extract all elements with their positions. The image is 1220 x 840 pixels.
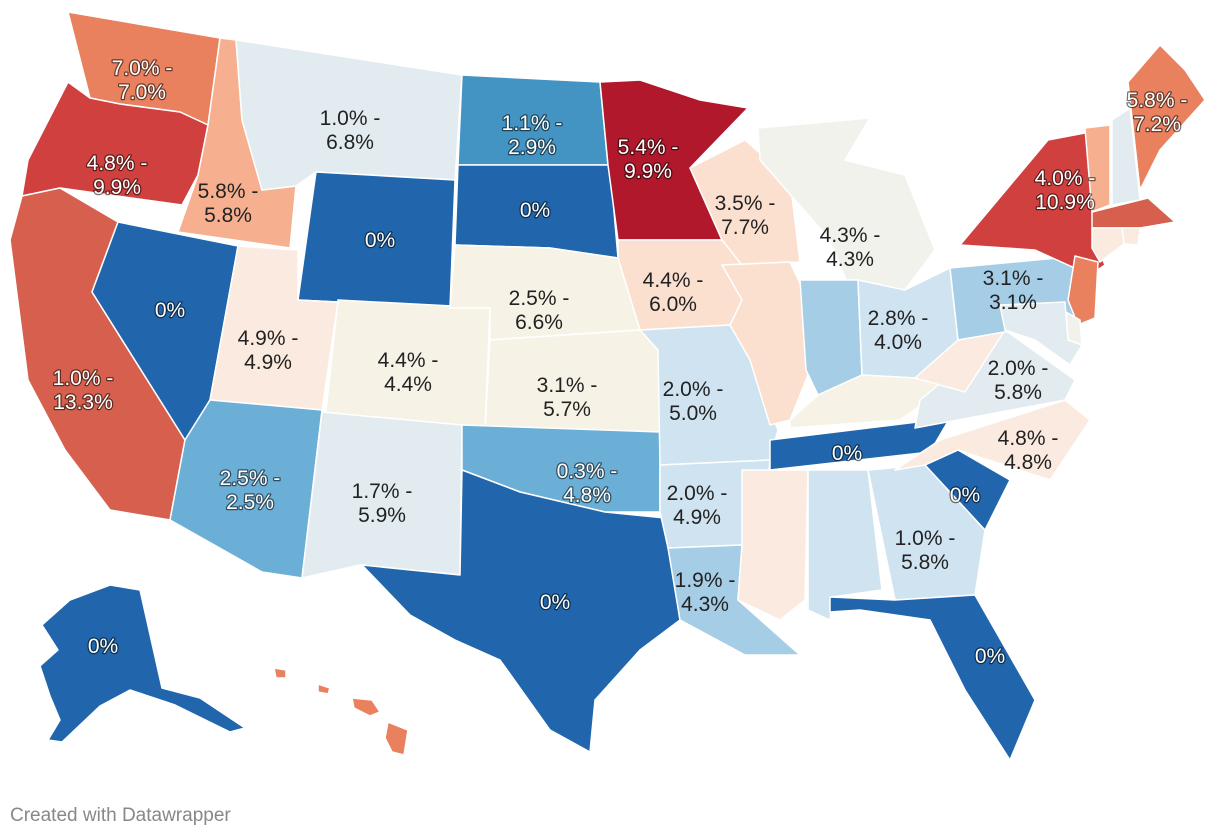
state-label-ak: 0% [88,635,118,658]
state-label-tx: 0% [540,591,570,614]
state-label-ks: 3.1% -5.7% [537,374,598,421]
state-ak [39,584,246,743]
state-label-ia: 4.4% -6.0% [643,269,704,316]
state-ms [737,469,809,621]
state-label-sc: 0% [950,484,980,507]
state-nc [894,399,1091,481]
state-ct [1091,227,1125,263]
state-label-va: 2.0% -5.8% [988,357,1049,404]
state-nj [1067,255,1099,326]
state-mi [757,117,936,291]
state-label-ar: 2.0% -4.9% [667,482,728,529]
state-label-oh: 2.8% -4.0% [868,307,929,354]
state-label-nd: 1.1% -2.9% [502,112,563,159]
state-label-wa: 7.0% -7.0% [112,57,173,104]
us-choropleth-map: 7.0% -7.0% 4.8% -9.9% 1.0% -13.3% 5.8% -5.8… [9,11,1206,761]
state-label-wy: 0% [365,229,395,252]
state-label-mo: 2.0% -5.0% [663,378,724,425]
state-ri [1121,227,1141,246]
state-label-me: 5.8% -7.2% [1127,89,1188,136]
state-label-sd: 0% [520,199,550,222]
state-labels: 7.0% -7.0% 4.8% -9.9% 1.0% -13.3% 5.8% -5.8… [51,56,1188,670]
state-label-co: 4.4% -4.4% [378,349,439,396]
state-label-pa: 3.1% -3.1% [983,267,1044,314]
state-label-ga: 1.0% -5.8% [895,527,956,574]
state-label-mn: 5.4% -9.9% [618,136,679,183]
state-vt [1084,124,1111,213]
state-me [1127,44,1206,191]
state-label-ny: 4.0% -10.9% [1035,167,1096,214]
state-label-ok: 0.3% -4.8% [557,460,618,507]
state-label-or: 4.8% -9.9% [87,152,148,199]
state-label-tn: 0% [832,442,862,465]
state-az [169,399,323,579]
state-il [721,261,811,426]
state-ma [1091,197,1176,229]
state-tx [361,469,681,753]
state-md [999,301,1083,366]
state-hi [273,667,409,756]
state-label-nc: 4.8% -4.8% [998,427,1059,474]
state-fl [829,594,1036,761]
state-label-wi: 3.5% -7.7% [715,192,776,239]
state-label-fl: 0% [975,645,1005,668]
state-shapes [9,11,1206,761]
state-label-mi: 4.3% -4.3% [820,224,881,271]
state-label-ne: 2.5% -6.6% [509,287,570,334]
state-label-la: 1.9% -4.3% [675,569,736,616]
state-label-az: 2.5% -2.5% [220,467,281,514]
state-label-nv: 0% [155,299,185,322]
state-label-ca: 1.0% -13.3% [53,367,114,414]
state-label-ut: 4.9% -4.9% [238,327,299,374]
state-label-mt: 1.0% -6.8% [320,107,381,154]
state-label-nm: 1.7% -5.9% [352,480,413,527]
state-label-id: 5.8% -5.8% [198,180,259,227]
credit-text: Created with Datawrapper [10,805,231,826]
state-in [799,279,863,396]
